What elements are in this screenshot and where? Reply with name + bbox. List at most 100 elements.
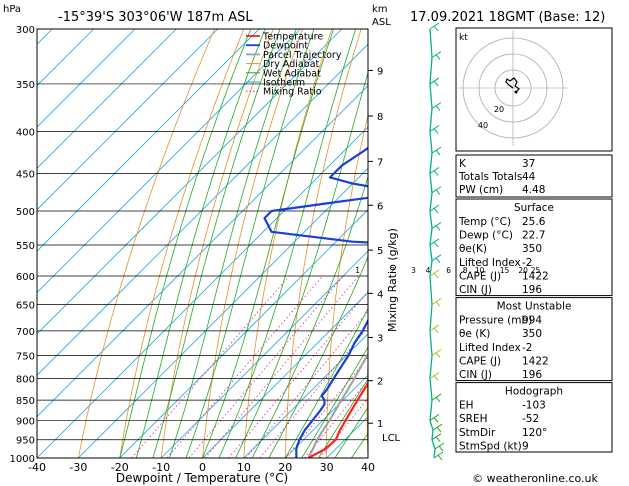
x-axis-title: Dewpoint / Temperature (°C)	[116, 471, 288, 485]
index-table-box	[455, 198, 613, 297]
pressure-tick-label: 900	[16, 416, 35, 427]
temperature-tick-label: 40	[361, 461, 375, 474]
index-label: StmDir	[459, 427, 496, 439]
wind-barb-flag	[435, 54, 441, 60]
index-label: Totals Totals	[458, 171, 522, 183]
datetime-title: 17.09.2021 18GMT (Base: 12)	[410, 10, 605, 25]
storm-motion-marker	[514, 90, 518, 94]
mixing-ratio-line	[166, 275, 323, 458]
index-label: K	[459, 158, 467, 170]
isotherm-line	[37, 29, 343, 335]
temperature-tick-label: -10	[152, 461, 170, 474]
wind-barb-flag	[435, 189, 441, 196]
pressure-tick-label: 700	[16, 327, 35, 338]
wind-barb-flag	[433, 375, 439, 381]
wind-barb-flag	[435, 436, 441, 443]
temperature-tick-label: 20	[278, 461, 292, 474]
isotherm-line	[160, 250, 368, 458]
mixing-ratio-label: 20	[518, 266, 528, 275]
isotherm-line	[37, 43, 368, 376]
mixing-ratio-label: 15	[500, 266, 510, 275]
index-value: 994	[522, 315, 542, 327]
wind-barb-flag	[433, 241, 439, 248]
index-label: CIN (J)	[459, 284, 492, 296]
mixing-ratio-label: 1	[355, 266, 360, 275]
temperature-line	[307, 381, 368, 458]
km-tick-label: 4	[377, 289, 383, 300]
index-label: Temp (°C)	[458, 216, 511, 228]
dry-adiabat-line	[78, 29, 215, 458]
index-section-title: Hodograph	[505, 386, 563, 398]
mixing-ratio-label: 8	[463, 266, 468, 275]
isotherm-line	[37, 29, 177, 169]
isotherm-line	[37, 126, 368, 458]
pressure-tick-label: 850	[16, 396, 35, 407]
index-value: 44	[522, 171, 536, 183]
pressure-tick-label: 500	[16, 207, 35, 218]
index-label: SREH	[459, 413, 488, 425]
wet-adiabat-line	[301, 346, 368, 458]
index-label: Dewp (°C)	[459, 230, 513, 242]
wind-barb-flag	[435, 352, 441, 358]
index-value: 350	[522, 328, 542, 340]
hodograph-box	[455, 27, 613, 152]
pressure-tick-label: 600	[16, 272, 35, 283]
mixing-ratio-label: 25	[531, 266, 541, 275]
isotherm-line	[243, 333, 368, 458]
mixing-ratio-label: 2	[390, 266, 395, 275]
legend-entry: Dry Adiabat	[263, 59, 320, 70]
index-value: 196	[522, 369, 542, 381]
index-label: Lifted Index	[459, 257, 521, 269]
index-value: 196	[522, 284, 542, 296]
pressure-tick-label: 950	[16, 436, 35, 447]
wet-adiabat-line	[152, 29, 281, 458]
wet-adiabat-line	[367, 457, 368, 458]
index-label: θe(K)	[459, 243, 487, 255]
dry-adiabat-line	[406, 29, 449, 458]
isotherm-line	[37, 29, 260, 252]
wet-adiabat-line	[334, 406, 368, 458]
lcl-label: LCL	[382, 433, 401, 444]
pressure-tick-label: 300	[16, 25, 35, 36]
index-value: 1422	[522, 355, 549, 367]
km-tick-label: 3	[377, 333, 383, 344]
temperature-tick-label: 30	[320, 461, 334, 474]
pressure-tick-label: 350	[16, 80, 35, 91]
index-value: 4.48	[522, 184, 545, 196]
index-section-title: Surface	[514, 202, 554, 214]
parcel-line	[307, 351, 368, 458]
km-tick-label: 2	[377, 377, 383, 388]
index-value: 9	[522, 440, 529, 452]
km-tick-label: 5	[377, 246, 383, 257]
hodograph-unit: kt	[459, 33, 468, 43]
index-label: CAPE (J)	[459, 270, 501, 282]
wind-barb-flag	[433, 417, 439, 423]
wind-barb-flag	[436, 426, 442, 433]
wind-barb-flag	[437, 454, 443, 461]
pressure-tick-label: 750	[16, 351, 35, 362]
mixing-ratio-label: 4	[426, 266, 431, 275]
wet-adiabat-line	[317, 378, 368, 458]
legend-entry: Wet Adiabat	[263, 68, 321, 79]
mixing-ratio-label: 6	[446, 266, 451, 275]
index-table-box	[455, 297, 613, 382]
index-value: 22.7	[522, 230, 545, 242]
index-value: -2	[522, 342, 532, 354]
wind-barb-flag	[433, 327, 439, 334]
temperature-tick-label: 10	[237, 461, 251, 474]
wind-barb-flag	[433, 272, 439, 279]
km-tick-label: 6	[377, 201, 383, 212]
plot-frame	[36, 28, 369, 459]
wind-barb-flag	[435, 225, 441, 231]
wind-barb-flag	[433, 80, 439, 87]
km-tick-label: 9	[377, 66, 383, 77]
wind-barb-flag	[438, 445, 444, 452]
pressure-tick-label: 450	[16, 169, 35, 180]
index-label: CAPE (J)	[459, 355, 501, 367]
index-label: Lifted Index	[459, 342, 521, 354]
legend-entry: Temperature	[262, 32, 323, 43]
index-value: 120°	[522, 427, 547, 439]
isotherm-line	[284, 374, 368, 458]
axes-labels: 3003504004505005506006507007508008509009…	[10, 25, 541, 474]
dry-adiabat-line	[619, 29, 629, 458]
